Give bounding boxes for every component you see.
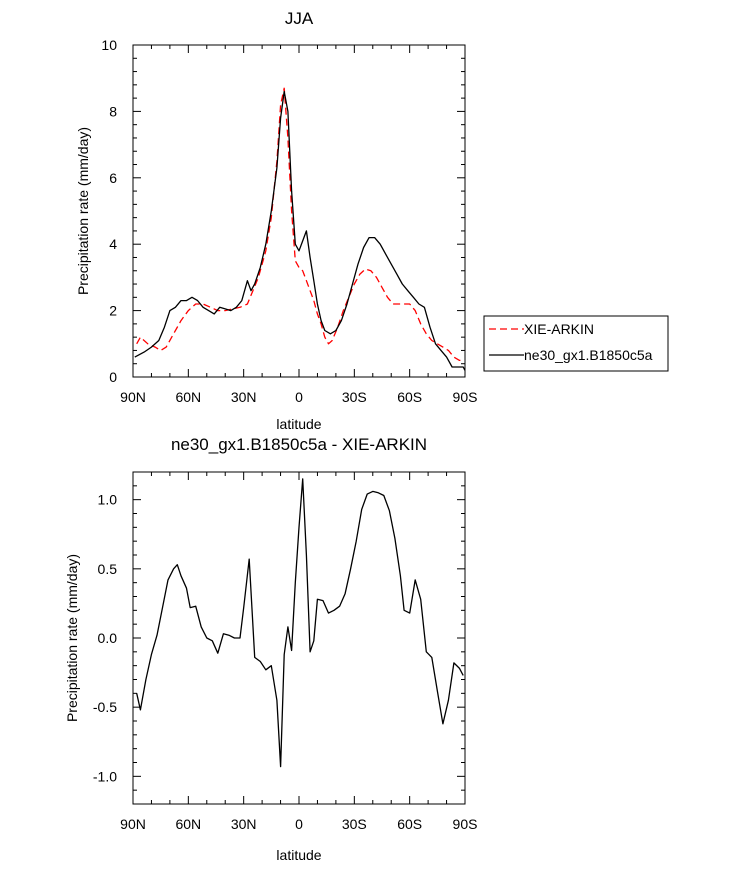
top-series-layer bbox=[134, 87, 466, 371]
y-tick-label: 10 bbox=[101, 37, 117, 53]
legend-box bbox=[483, 315, 669, 372]
x-tick-label: 90N bbox=[120, 389, 146, 405]
x-tick-label: 60S bbox=[397, 816, 422, 832]
top-x-axis-label: latitude bbox=[276, 416, 321, 432]
series-line-xie-arkin bbox=[136, 87, 464, 362]
y-tick-label: 2 bbox=[109, 303, 117, 319]
x-tick-label: 60N bbox=[175, 389, 201, 405]
top-axis-ticks bbox=[132, 44, 466, 378]
y-tick-label: 8 bbox=[109, 103, 117, 119]
top-y-axis-label: Precipitation rate (mm/day) bbox=[75, 127, 91, 295]
legend-label-xie-arkin: XIE-ARKIN bbox=[524, 321, 594, 337]
legend: XIE-ARKIN ne30_gx1.B1850c5a bbox=[483, 315, 669, 372]
x-tick-label: 30S bbox=[342, 389, 367, 405]
x-tick-label: 60S bbox=[397, 389, 422, 405]
y-tick-label: 6 bbox=[109, 170, 117, 186]
bottom-plot-frame bbox=[132, 471, 466, 805]
top-plot-frame bbox=[132, 44, 466, 378]
x-tick-label: 90N bbox=[120, 816, 146, 832]
x-tick-label: 60N bbox=[175, 816, 201, 832]
top-tick-labels: 90N 60N 30N 0 30S 60S 90S 0 2 4 6 8 10 bbox=[101, 37, 477, 405]
x-tick-label: 30N bbox=[231, 816, 257, 832]
bottom-series-layer bbox=[136, 478, 464, 768]
x-tick-label: 0 bbox=[295, 816, 303, 832]
x-tick-label: 30S bbox=[342, 816, 367, 832]
y-tick-label: 4 bbox=[109, 236, 117, 252]
x-tick-label: 90S bbox=[453, 816, 478, 832]
bottom-panel: ne30_gx1.B1850c5a - XIE-ARKIN 90N 60N 30N 0… bbox=[64, 435, 477, 863]
bottom-axis-ticks bbox=[132, 471, 466, 804]
series-line-ne30-gx1-b1850c5a bbox=[134, 90, 466, 371]
top-panel-title: JJA bbox=[285, 9, 314, 28]
x-tick-label: 0 bbox=[295, 389, 303, 405]
y-tick-label: 1.0 bbox=[98, 492, 118, 508]
y-tick-label: -0.5 bbox=[93, 699, 117, 715]
bottom-y-axis-label: Precipitation rate (mm/day) bbox=[64, 554, 80, 722]
bottom-x-axis-label: latitude bbox=[276, 847, 321, 863]
bottom-tick-labels: 90N 60N 30N 0 30S 60S 90S -1.0 -0.5 0.0 0.5 1.0 bbox=[93, 492, 478, 832]
y-tick-label: 0.5 bbox=[98, 561, 118, 577]
series-line-difference bbox=[136, 478, 464, 768]
bottom-panel-title: ne30_gx1.B1850c5a - XIE-ARKIN bbox=[171, 435, 427, 454]
legend-label-model: ne30_gx1.B1850c5a bbox=[524, 347, 653, 363]
x-tick-label: 90S bbox=[453, 389, 478, 405]
y-tick-label: 0.0 bbox=[98, 630, 118, 646]
y-tick-label: 0 bbox=[109, 369, 117, 385]
x-tick-label: 30N bbox=[231, 389, 257, 405]
y-tick-label: -1.0 bbox=[93, 768, 117, 784]
